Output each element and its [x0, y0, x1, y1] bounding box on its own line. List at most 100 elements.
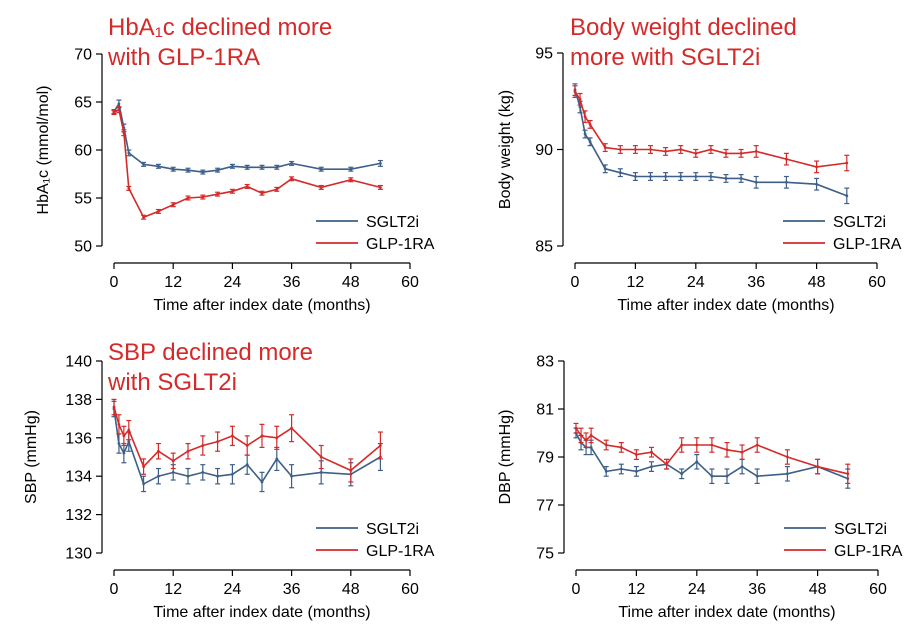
data-point: [157, 164, 160, 168]
legend-label: GLP-1RA: [833, 236, 902, 253]
data-point: [579, 434, 583, 437]
data-point: [755, 474, 759, 478]
data-point: [275, 457, 279, 461]
data-point: [319, 186, 323, 189]
series-sglt2i: [111, 400, 383, 493]
data-point: [583, 115, 587, 119]
y-tick-label: 77: [536, 498, 554, 515]
data-point: [186, 196, 190, 200]
y-tick-label: 90: [535, 142, 553, 159]
data-point: [665, 462, 668, 466]
y-axis-title: DBP (mmHg): [497, 410, 514, 505]
legend-label: GLP-1RA: [366, 543, 435, 560]
data-point: [604, 443, 608, 447]
data-point: [680, 443, 684, 447]
panel-headline: more with SGLT2i: [570, 44, 760, 71]
series-line: [574, 89, 848, 197]
data-point: [112, 111, 116, 114]
y-axis-title: HbA₁c (mmol/mol): [35, 86, 52, 215]
data-point: [157, 474, 160, 478]
data-point: [201, 444, 205, 447]
chart-panel-2: 85 90 95 0 12 24 36 48 60 Time after index date (…: [497, 14, 902, 314]
data-point: [245, 444, 249, 447]
data-point: [619, 446, 623, 449]
data-point: [740, 450, 744, 454]
data-point: [679, 148, 683, 151]
series-glp-1ra: [111, 106, 383, 220]
data-point: [588, 123, 592, 126]
data-point: [290, 177, 293, 181]
data-point: [319, 167, 323, 171]
data-point: [349, 167, 353, 171]
legend-label: SGLT2i: [366, 214, 419, 231]
y-tick-label: 50: [74, 239, 92, 256]
data-point: [231, 189, 234, 193]
data-point: [634, 175, 637, 178]
data-point: [635, 470, 638, 473]
data-point: [157, 210, 160, 213]
data-point: [710, 474, 714, 478]
data-point: [142, 465, 146, 468]
data-point: [349, 178, 353, 182]
chart-panel-1: 50 55 60 65 70 0 12 24 36 48 60 Time after index da…: [35, 14, 435, 314]
x-axis-title: Time after index date (months): [618, 604, 835, 621]
data-point: [260, 191, 264, 195]
data-point: [649, 175, 652, 178]
legend-label: GLP-1RA: [834, 543, 903, 560]
series-glp-1ra: [573, 422, 851, 484]
legend-label: SGLT2i: [833, 214, 886, 231]
data-point: [846, 472, 850, 476]
series-sglt2i: [111, 99, 383, 175]
data-point: [117, 102, 121, 106]
x-tick-label: 0: [572, 581, 581, 598]
data-point: [754, 150, 758, 153]
data-point: [245, 185, 249, 188]
data-point: [618, 171, 622, 175]
data-point: [815, 165, 818, 169]
chart-panel-4: 75 77 79 81 83 0 12 24 36 48 60 Time after index da…: [497, 354, 903, 622]
series-glp-1ra: [572, 85, 850, 174]
data-point: [679, 175, 683, 178]
x-tick-label: 36: [747, 274, 765, 291]
y-tick-label: 55: [74, 191, 92, 208]
data-point: [201, 470, 205, 474]
data-point: [117, 422, 121, 426]
data-point: [275, 165, 279, 169]
x-tick-label: 0: [110, 274, 119, 291]
data-point: [604, 470, 608, 473]
data-point: [171, 167, 175, 171]
data-point: [634, 148, 637, 151]
y-tick-label: 60: [74, 143, 92, 160]
data-point: [290, 162, 293, 165]
y-tick-label: 132: [65, 507, 92, 524]
x-tick-label: 12: [627, 274, 645, 291]
x-tick-label: 60: [401, 274, 419, 291]
series-line: [113, 108, 381, 219]
data-point: [117, 442, 121, 445]
x-axis-title: Time after index date (months): [153, 604, 370, 621]
data-point: [816, 465, 819, 468]
x-tick-label: 48: [342, 274, 360, 291]
x-tick-label: 24: [224, 581, 242, 598]
data-point: [231, 472, 234, 476]
y-tick-label: 136: [65, 430, 92, 447]
data-point: [216, 440, 220, 444]
y-tick-label: 81: [536, 402, 554, 419]
data-point: [786, 455, 789, 459]
data-point: [845, 194, 849, 198]
y-tick-label: 83: [536, 354, 554, 371]
series-line: [113, 101, 381, 173]
data-point: [680, 472, 684, 476]
data-point: [755, 443, 759, 447]
y-tick-label: 138: [65, 392, 92, 409]
data-point: [739, 151, 743, 155]
data-point: [754, 180, 758, 184]
series-sglt2i: [572, 83, 850, 205]
data-point: [574, 426, 578, 430]
data-point: [260, 480, 264, 484]
panel-headline: with GLP-1RA: [107, 44, 260, 71]
data-point: [142, 163, 146, 166]
x-tick-label: 48: [342, 581, 360, 598]
data-point: [584, 438, 588, 442]
y-tick-label: 134: [65, 469, 92, 486]
